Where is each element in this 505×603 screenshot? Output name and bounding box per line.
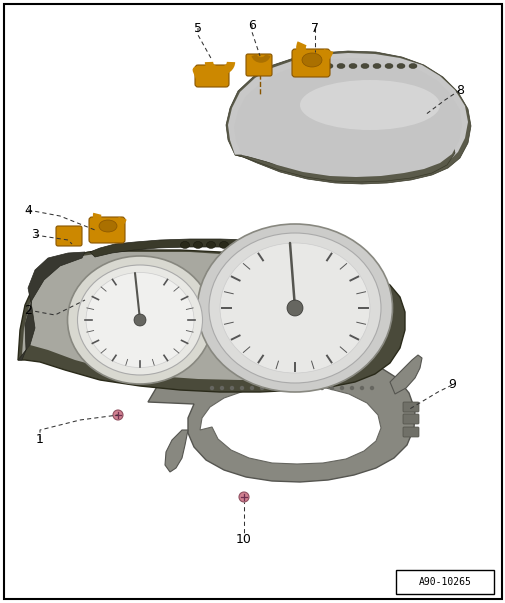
Circle shape [359, 386, 364, 390]
Polygon shape [199, 386, 380, 464]
Ellipse shape [209, 233, 380, 383]
Text: 6: 6 [247, 19, 256, 31]
Circle shape [249, 386, 254, 390]
FancyBboxPatch shape [89, 217, 125, 243]
FancyBboxPatch shape [402, 414, 418, 424]
Ellipse shape [77, 265, 202, 375]
Text: 3: 3 [31, 229, 39, 241]
Circle shape [299, 386, 304, 390]
Circle shape [319, 386, 324, 390]
Polygon shape [233, 58, 461, 177]
Circle shape [259, 386, 264, 390]
FancyBboxPatch shape [245, 54, 272, 76]
Ellipse shape [336, 63, 344, 69]
Ellipse shape [299, 80, 439, 130]
Ellipse shape [372, 63, 380, 69]
Circle shape [219, 386, 224, 390]
Polygon shape [147, 350, 414, 482]
Ellipse shape [258, 241, 267, 248]
Text: 2: 2 [24, 303, 32, 317]
Polygon shape [226, 51, 470, 184]
Ellipse shape [384, 63, 392, 69]
Circle shape [113, 410, 123, 420]
Circle shape [134, 314, 146, 326]
Ellipse shape [197, 224, 392, 392]
Ellipse shape [408, 63, 416, 69]
Polygon shape [228, 53, 467, 180]
FancyBboxPatch shape [194, 65, 229, 87]
FancyBboxPatch shape [395, 570, 493, 594]
FancyBboxPatch shape [402, 402, 418, 412]
Ellipse shape [396, 63, 404, 69]
Text: 9: 9 [447, 379, 455, 391]
Ellipse shape [313, 63, 320, 69]
Text: 8: 8 [455, 83, 463, 96]
Polygon shape [165, 430, 188, 472]
Ellipse shape [99, 220, 117, 232]
Text: 7: 7 [311, 22, 318, 34]
Circle shape [279, 386, 284, 390]
Ellipse shape [232, 241, 241, 248]
Text: A90-10265: A90-10265 [418, 577, 471, 587]
Polygon shape [234, 141, 454, 182]
Ellipse shape [245, 241, 254, 248]
Ellipse shape [284, 241, 293, 248]
Ellipse shape [300, 63, 309, 69]
Ellipse shape [219, 241, 228, 248]
Ellipse shape [193, 241, 202, 248]
Polygon shape [22, 252, 387, 380]
Circle shape [210, 386, 214, 390]
Ellipse shape [86, 273, 193, 367]
Circle shape [286, 300, 302, 316]
Circle shape [329, 386, 333, 390]
Ellipse shape [220, 243, 369, 373]
Polygon shape [389, 355, 421, 394]
Ellipse shape [206, 241, 215, 248]
Ellipse shape [301, 53, 321, 67]
FancyBboxPatch shape [291, 49, 329, 77]
Text: 5: 5 [193, 22, 201, 34]
Ellipse shape [180, 241, 189, 248]
FancyBboxPatch shape [402, 427, 418, 437]
Ellipse shape [360, 63, 368, 69]
FancyBboxPatch shape [56, 226, 82, 246]
Circle shape [369, 386, 374, 390]
Circle shape [269, 386, 274, 390]
Polygon shape [18, 250, 404, 392]
Circle shape [229, 386, 234, 390]
Circle shape [238, 492, 248, 502]
Ellipse shape [67, 256, 212, 384]
Polygon shape [90, 239, 349, 262]
Ellipse shape [271, 241, 280, 248]
Circle shape [239, 386, 244, 390]
Text: 10: 10 [236, 534, 251, 546]
Circle shape [289, 386, 293, 390]
Text: 4: 4 [24, 203, 32, 216]
Text: 1: 1 [36, 434, 44, 446]
Ellipse shape [324, 63, 332, 69]
Ellipse shape [348, 63, 357, 69]
Circle shape [309, 386, 314, 390]
Circle shape [349, 386, 354, 390]
Circle shape [339, 386, 343, 390]
Polygon shape [18, 252, 85, 360]
